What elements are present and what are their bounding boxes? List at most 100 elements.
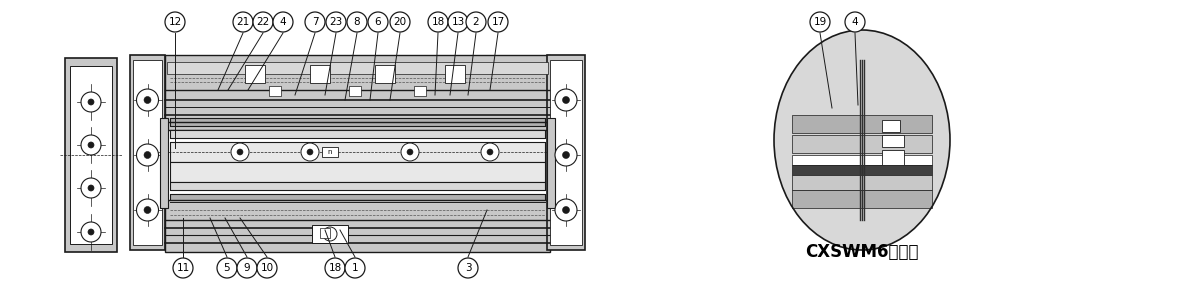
Circle shape — [87, 185, 93, 191]
Circle shape — [458, 258, 478, 278]
Text: 18: 18 — [431, 17, 444, 27]
Circle shape — [428, 12, 448, 32]
Text: 18: 18 — [328, 263, 341, 273]
Circle shape — [237, 149, 243, 155]
Circle shape — [87, 99, 93, 105]
Circle shape — [87, 229, 93, 235]
Text: 22: 22 — [256, 17, 270, 27]
Circle shape — [563, 206, 569, 213]
Bar — [170, 118, 545, 126]
Circle shape — [810, 12, 830, 32]
Bar — [65, 58, 117, 252]
Circle shape — [555, 89, 577, 111]
Bar — [170, 194, 545, 202]
Circle shape — [258, 258, 277, 278]
Circle shape — [253, 12, 273, 32]
Text: 7: 7 — [311, 17, 319, 27]
Circle shape — [323, 227, 337, 241]
Text: 23: 23 — [329, 17, 343, 27]
Circle shape — [173, 258, 193, 278]
Bar — [69, 66, 111, 244]
Bar — [170, 130, 545, 138]
Bar — [792, 155, 932, 165]
Text: 4: 4 — [279, 17, 286, 27]
Circle shape — [466, 12, 486, 32]
Circle shape — [231, 143, 249, 161]
Bar — [311, 225, 347, 243]
Circle shape — [81, 92, 101, 112]
Bar — [792, 175, 932, 190]
Circle shape — [301, 143, 319, 161]
Bar — [165, 55, 550, 130]
Circle shape — [232, 12, 253, 32]
Circle shape — [144, 151, 151, 159]
Text: 13: 13 — [452, 17, 465, 27]
Circle shape — [555, 199, 577, 221]
Bar — [550, 60, 582, 245]
Text: 8: 8 — [353, 17, 361, 27]
Text: 4: 4 — [852, 17, 858, 27]
Circle shape — [482, 143, 500, 161]
Bar — [161, 118, 168, 208]
Circle shape — [87, 142, 93, 148]
Bar — [882, 150, 904, 165]
Circle shape — [488, 12, 508, 32]
Circle shape — [407, 149, 413, 155]
Text: 21: 21 — [236, 17, 249, 27]
Bar — [270, 86, 282, 96]
Bar — [349, 86, 361, 96]
Text: 6: 6 — [375, 17, 381, 27]
Circle shape — [488, 149, 494, 155]
Circle shape — [845, 12, 865, 32]
Bar — [882, 135, 904, 147]
Text: n: n — [328, 149, 332, 155]
Bar — [415, 86, 426, 96]
Circle shape — [563, 97, 569, 104]
Bar — [792, 135, 932, 153]
Circle shape — [555, 144, 577, 166]
Text: 20: 20 — [393, 17, 406, 27]
Text: 2: 2 — [473, 17, 479, 27]
Text: 3: 3 — [465, 263, 471, 273]
Bar — [165, 200, 550, 252]
Bar — [167, 62, 547, 74]
Circle shape — [307, 149, 313, 155]
Bar — [310, 65, 329, 83]
Text: 11: 11 — [176, 263, 189, 273]
Bar — [170, 182, 545, 190]
Text: 5: 5 — [224, 263, 230, 273]
Circle shape — [144, 97, 151, 104]
Bar — [170, 162, 545, 182]
Circle shape — [81, 178, 101, 198]
Ellipse shape — [774, 30, 950, 250]
Circle shape — [325, 258, 345, 278]
Circle shape — [391, 12, 410, 32]
Circle shape — [401, 143, 419, 161]
Bar — [547, 55, 585, 250]
Bar — [792, 115, 932, 133]
Text: 1: 1 — [352, 263, 358, 273]
Bar — [444, 65, 465, 83]
Circle shape — [237, 258, 258, 278]
Bar — [170, 142, 545, 162]
Circle shape — [345, 258, 365, 278]
Bar — [547, 118, 555, 208]
Circle shape — [137, 199, 158, 221]
Circle shape — [144, 206, 151, 213]
Circle shape — [217, 258, 237, 278]
Circle shape — [326, 12, 346, 32]
Bar — [320, 228, 329, 238]
Bar — [246, 65, 265, 83]
Text: 17: 17 — [491, 17, 504, 27]
Bar — [322, 147, 338, 157]
Bar — [792, 165, 932, 175]
Circle shape — [81, 222, 101, 242]
Circle shape — [137, 89, 158, 111]
Text: 10: 10 — [260, 263, 273, 273]
Text: CXSWM6の場合: CXSWM6の場合 — [805, 243, 919, 261]
Bar — [131, 55, 165, 250]
Bar — [792, 190, 932, 208]
Text: 12: 12 — [169, 17, 182, 27]
Circle shape — [368, 12, 388, 32]
Circle shape — [305, 12, 325, 32]
